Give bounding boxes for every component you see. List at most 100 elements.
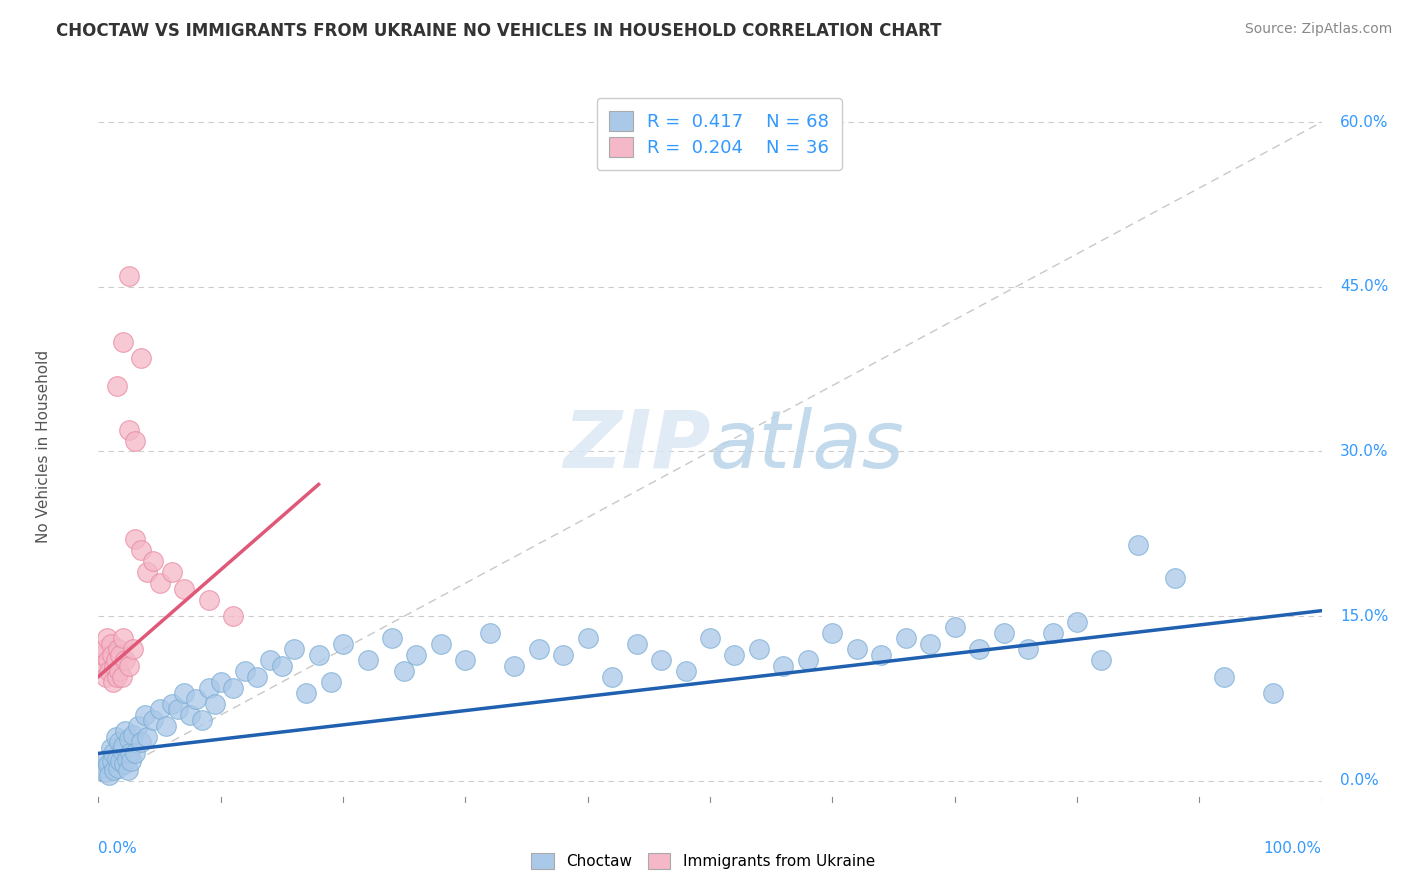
Point	[1090, 653, 1112, 667]
Point	[114, 724, 136, 739]
Point	[197, 681, 219, 695]
Point	[101, 754, 124, 768]
Point	[160, 566, 183, 580]
Point	[503, 658, 526, 673]
Point	[115, 752, 138, 766]
Text: 15.0%: 15.0%	[1340, 608, 1388, 624]
Point	[111, 334, 134, 349]
Point	[136, 730, 159, 744]
Point	[1261, 686, 1284, 700]
Point	[136, 566, 159, 580]
Point	[576, 631, 599, 645]
Text: CHOCTAW VS IMMIGRANTS FROM UKRAINE NO VEHICLES IN HOUSEHOLD CORRELATION CHART: CHOCTAW VS IMMIGRANTS FROM UKRAINE NO VE…	[56, 22, 942, 40]
Point	[142, 554, 165, 568]
Text: 30.0%: 30.0%	[1340, 444, 1389, 459]
Text: 60.0%: 60.0%	[1340, 115, 1389, 129]
Point	[97, 757, 120, 772]
Point	[173, 686, 195, 700]
Point	[91, 658, 114, 673]
Point	[118, 732, 141, 747]
Point	[332, 637, 354, 651]
Point	[93, 642, 115, 657]
Point	[129, 543, 152, 558]
Point	[186, 691, 208, 706]
Text: 100.0%: 100.0%	[1264, 841, 1322, 856]
Point	[121, 728, 143, 742]
Point	[920, 637, 942, 651]
Point	[124, 533, 146, 547]
Point	[356, 653, 378, 667]
Point	[121, 642, 143, 657]
Point	[723, 648, 745, 662]
Text: 0.0%: 0.0%	[1340, 773, 1379, 789]
Point	[650, 653, 672, 667]
Point	[748, 642, 770, 657]
Point	[91, 761, 114, 775]
Point	[111, 743, 134, 757]
Point	[478, 625, 501, 640]
Point	[967, 642, 990, 657]
Point	[553, 648, 575, 662]
Point	[943, 620, 966, 634]
Point	[179, 708, 201, 723]
Point	[259, 653, 281, 667]
Point	[104, 653, 127, 667]
Point	[118, 658, 141, 673]
Text: atlas: atlas	[710, 407, 905, 485]
Point	[112, 757, 135, 772]
Point	[392, 664, 416, 678]
Point	[101, 747, 124, 761]
Point	[772, 658, 794, 673]
Point	[93, 765, 115, 780]
Text: No Vehicles in Household: No Vehicles in Household	[37, 350, 51, 542]
Point	[100, 637, 122, 651]
Point	[204, 697, 226, 711]
Point	[101, 675, 124, 690]
Point	[108, 735, 131, 749]
Point	[107, 642, 129, 657]
Point	[167, 702, 190, 716]
Point	[233, 664, 256, 678]
Point	[96, 752, 118, 766]
Point	[319, 675, 342, 690]
Point	[111, 739, 134, 753]
Point	[155, 719, 177, 733]
Point	[1042, 625, 1064, 640]
Point	[1017, 642, 1039, 657]
Point	[1128, 538, 1150, 552]
Point	[110, 648, 132, 662]
Point	[993, 625, 1015, 640]
Point	[1212, 669, 1234, 683]
Point	[142, 714, 165, 728]
Point	[98, 768, 121, 782]
Point	[600, 669, 623, 683]
Point	[222, 681, 245, 695]
Point	[124, 434, 146, 448]
Point	[91, 648, 114, 662]
Point	[1164, 571, 1187, 585]
Point	[246, 669, 269, 683]
Point	[173, 582, 195, 596]
Point	[797, 653, 820, 667]
Point	[110, 754, 132, 768]
Point	[98, 664, 121, 678]
Point	[117, 763, 139, 777]
Point	[129, 735, 152, 749]
Point	[870, 648, 893, 662]
Point	[149, 702, 172, 716]
Point	[270, 658, 294, 673]
Point	[191, 714, 214, 728]
Point	[111, 669, 134, 683]
Point	[111, 631, 134, 645]
Point	[283, 642, 305, 657]
Point	[124, 747, 146, 761]
Point	[295, 686, 318, 700]
Point	[699, 631, 721, 645]
Point	[405, 648, 427, 662]
Point	[120, 754, 142, 768]
Point	[381, 631, 404, 645]
Point	[104, 730, 127, 744]
Point	[308, 648, 330, 662]
Point	[222, 609, 245, 624]
Point	[134, 708, 156, 723]
